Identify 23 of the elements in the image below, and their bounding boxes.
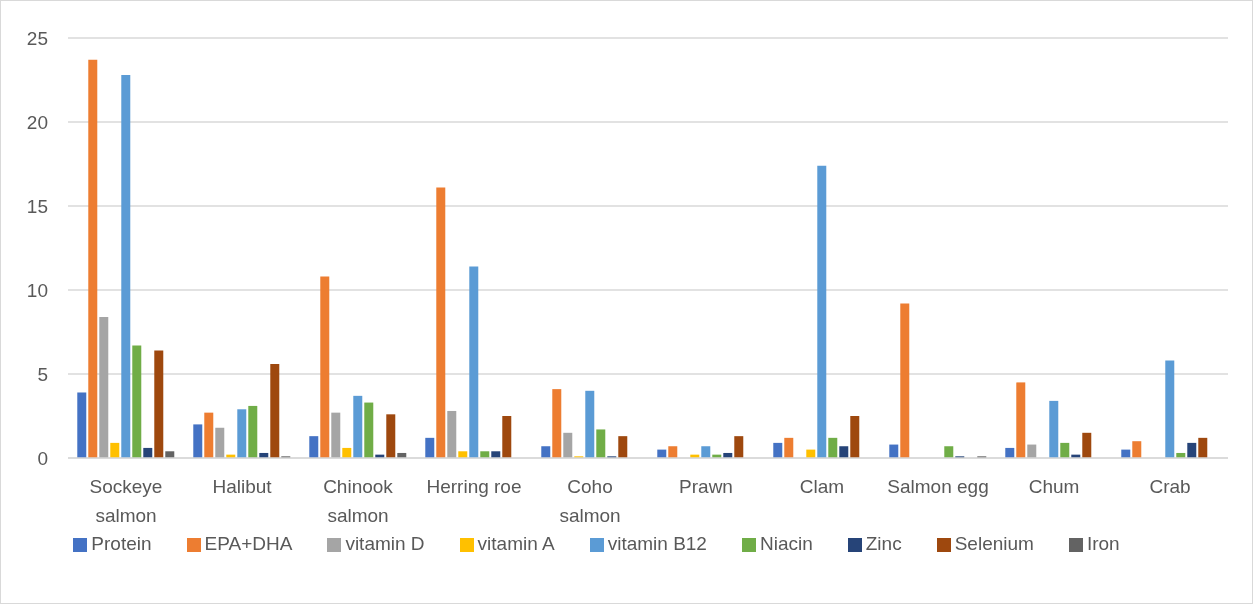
y-tick-label: 25	[26, 27, 48, 49]
x-tick-label: Crab	[1149, 476, 1191, 498]
x-tick-label: Halibut	[212, 476, 273, 498]
legend-label: EPA+DHA	[204, 533, 294, 554]
y-tick-label: 5	[37, 363, 48, 385]
x-tick-label: Prawn	[679, 476, 733, 498]
legend-label: Niacin	[759, 533, 814, 554]
legend-label: Iron	[1086, 533, 1121, 554]
legend-label: vitamin B12	[607, 533, 708, 554]
legend-label: Selenium	[954, 533, 1035, 554]
y-tick-label: 20	[26, 111, 48, 133]
x-tick-label: Salmon egg	[887, 476, 989, 498]
legend-label: Zinc	[865, 533, 903, 554]
y-tick-label: 10	[26, 279, 48, 301]
legend-label: vitamin D	[345, 533, 426, 554]
y-tick-label: 15	[26, 195, 48, 217]
x-tick-label: Clam	[799, 476, 845, 498]
y-tick-label: 0	[37, 447, 48, 469]
x-tick-label: Sockeye salmon	[89, 476, 163, 526]
x-tick-label: Chum	[1028, 476, 1080, 498]
x-tick-label: Herring roe	[426, 476, 522, 498]
legend-label: Protein	[91, 533, 153, 554]
legend-label: vitamin A	[477, 533, 556, 554]
